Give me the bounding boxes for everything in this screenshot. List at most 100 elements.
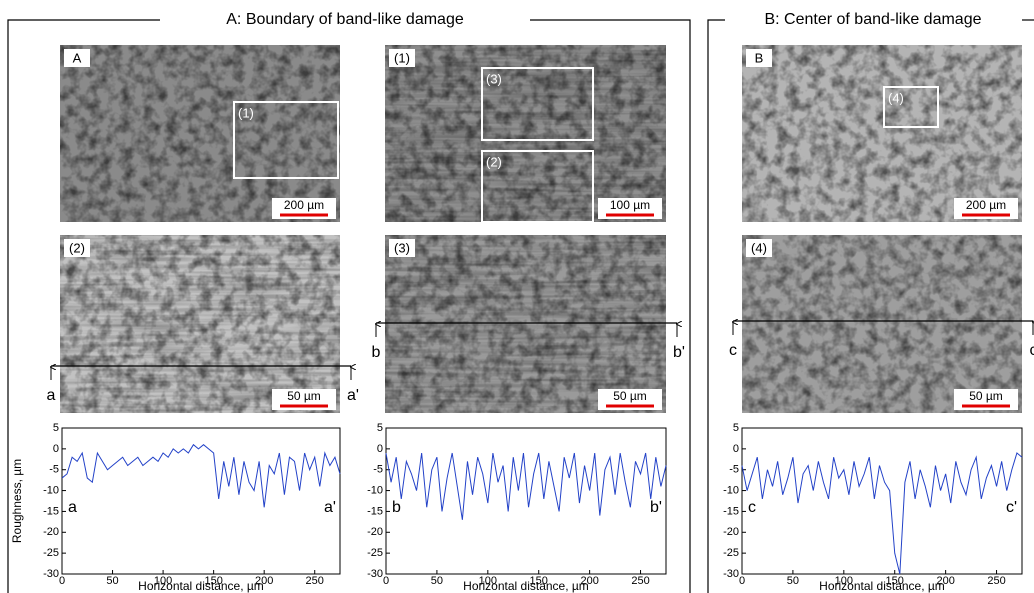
- x-axis-label: Horizontal distance, µm: [463, 579, 589, 593]
- profile-end-label: c: [748, 499, 756, 516]
- panel-label: (3): [394, 240, 410, 255]
- profile-end-label: b: [392, 499, 401, 516]
- y-tick-label: -5: [49, 464, 59, 476]
- y-tick-label: -10: [723, 484, 739, 496]
- y-tick-label: -15: [723, 505, 739, 517]
- scale-bar-label: 200 µm: [284, 198, 324, 212]
- y-tick-label: -20: [367, 526, 383, 538]
- panel-label-box: [64, 49, 90, 67]
- x-axis-label: Horizontal distance, µm: [819, 579, 945, 593]
- profile-end-label: a': [324, 499, 336, 516]
- scale-bar-label: 50 µm: [613, 389, 647, 403]
- y-tick-label: -20: [43, 526, 59, 538]
- scale-bar-label: 100 µm: [610, 198, 650, 212]
- x-tick-label: 200: [580, 575, 598, 587]
- y-tick-label: -15: [43, 505, 59, 517]
- x-tick-label: 100: [479, 575, 497, 587]
- x-tick-label: 100: [154, 575, 172, 587]
- x-tick-label: 100: [835, 575, 853, 587]
- plot-area: [741, 427, 1023, 575]
- profile-curve: [741, 452, 1023, 575]
- y-tick-label: -10: [367, 484, 383, 496]
- region-box: [233, 101, 339, 179]
- x-tick-label: 250: [987, 575, 1005, 587]
- panel-label-box: [64, 239, 90, 257]
- scale-bar-label: 50 µm: [969, 389, 1003, 403]
- section-title: A: Boundary of band-like damage: [226, 11, 464, 28]
- scale-bar-label: 200 µm: [966, 198, 1006, 212]
- y-axis-label: Roughness, µm: [10, 459, 24, 543]
- panel-label: (1): [394, 50, 410, 65]
- y-tick-label: -25: [367, 547, 383, 559]
- panel-label: B: [755, 50, 764, 65]
- panel-label-box: [746, 49, 772, 67]
- micrograph-texture: [742, 45, 1022, 222]
- x-tick-label: 0: [383, 575, 389, 587]
- profile-end-label: b': [650, 499, 662, 516]
- y-tick-label: -5: [373, 464, 383, 476]
- y-tick-label: -25: [43, 547, 59, 559]
- y-tick-label: 5: [53, 422, 59, 434]
- profile-end-label: b': [673, 344, 685, 361]
- region-label: (1): [238, 105, 254, 120]
- profile-end-label: a: [68, 499, 77, 516]
- y-tick-label: -5: [729, 464, 739, 476]
- plot-area: [385, 427, 667, 575]
- x-tick-label: 150: [886, 575, 904, 587]
- x-tick-label: 50: [431, 575, 443, 587]
- x-tick-label: 200: [936, 575, 954, 587]
- section-title: B: Center of band-like damage: [764, 11, 981, 28]
- region-box: [481, 150, 594, 223]
- profile-curve: [385, 452, 667, 520]
- profile-end-label: c: [729, 342, 737, 359]
- profile-end-label: c': [1006, 499, 1017, 516]
- y-tick-label: 5: [377, 422, 383, 434]
- y-tick-label: -15: [367, 505, 383, 517]
- x-tick-label: 0: [59, 575, 65, 587]
- region-label: (4): [888, 90, 904, 105]
- x-tick-label: 50: [106, 575, 118, 587]
- y-tick-label: -25: [723, 547, 739, 559]
- panel-label-box: [389, 239, 415, 257]
- profile-end-label: b: [372, 344, 381, 361]
- plot-area: [61, 427, 341, 575]
- x-tick-label: 250: [631, 575, 649, 587]
- region-label: (3): [486, 71, 502, 86]
- x-tick-label: 150: [204, 575, 222, 587]
- micrograph-texture: [742, 235, 1022, 413]
- panel-label-box: [389, 49, 415, 67]
- profile-end-label: a': [347, 387, 359, 404]
- region-box: [481, 67, 594, 141]
- x-tick-label: 200: [255, 575, 273, 587]
- frame-a: [7, 19, 691, 593]
- profile-end-label: a: [47, 387, 56, 404]
- x-axis-label: Horizontal distance, µm: [138, 579, 264, 593]
- micrograph-streaks: [60, 235, 340, 413]
- panel-label: (4): [751, 240, 767, 255]
- panel-label: (2): [69, 240, 85, 255]
- region-label: (2): [486, 154, 502, 169]
- y-tick-label: -30: [367, 568, 383, 580]
- y-tick-label: -10: [43, 484, 59, 496]
- y-tick-label: 0: [377, 443, 383, 455]
- x-tick-label: 150: [530, 575, 548, 587]
- y-tick-label: 5: [733, 422, 739, 434]
- x-tick-label: 0: [739, 575, 745, 587]
- y-tick-label: -20: [723, 526, 739, 538]
- y-tick-label: 0: [733, 443, 739, 455]
- y-tick-label: 0: [53, 443, 59, 455]
- x-tick-label: 250: [306, 575, 324, 587]
- region-box: [883, 86, 939, 128]
- profile-curve: [61, 443, 341, 508]
- frame-b: [707, 19, 1034, 593]
- profile-end-label: c': [1029, 342, 1034, 359]
- y-tick-label: -30: [723, 568, 739, 580]
- y-tick-label: -30: [43, 568, 59, 580]
- scale-bar-label: 50 µm: [287, 389, 321, 403]
- micrograph-streaks: [385, 235, 666, 413]
- micrograph-texture: [60, 45, 340, 222]
- panel-label: A: [73, 50, 82, 65]
- micrograph-streaks: [385, 45, 666, 222]
- panel-label-box: [746, 239, 772, 257]
